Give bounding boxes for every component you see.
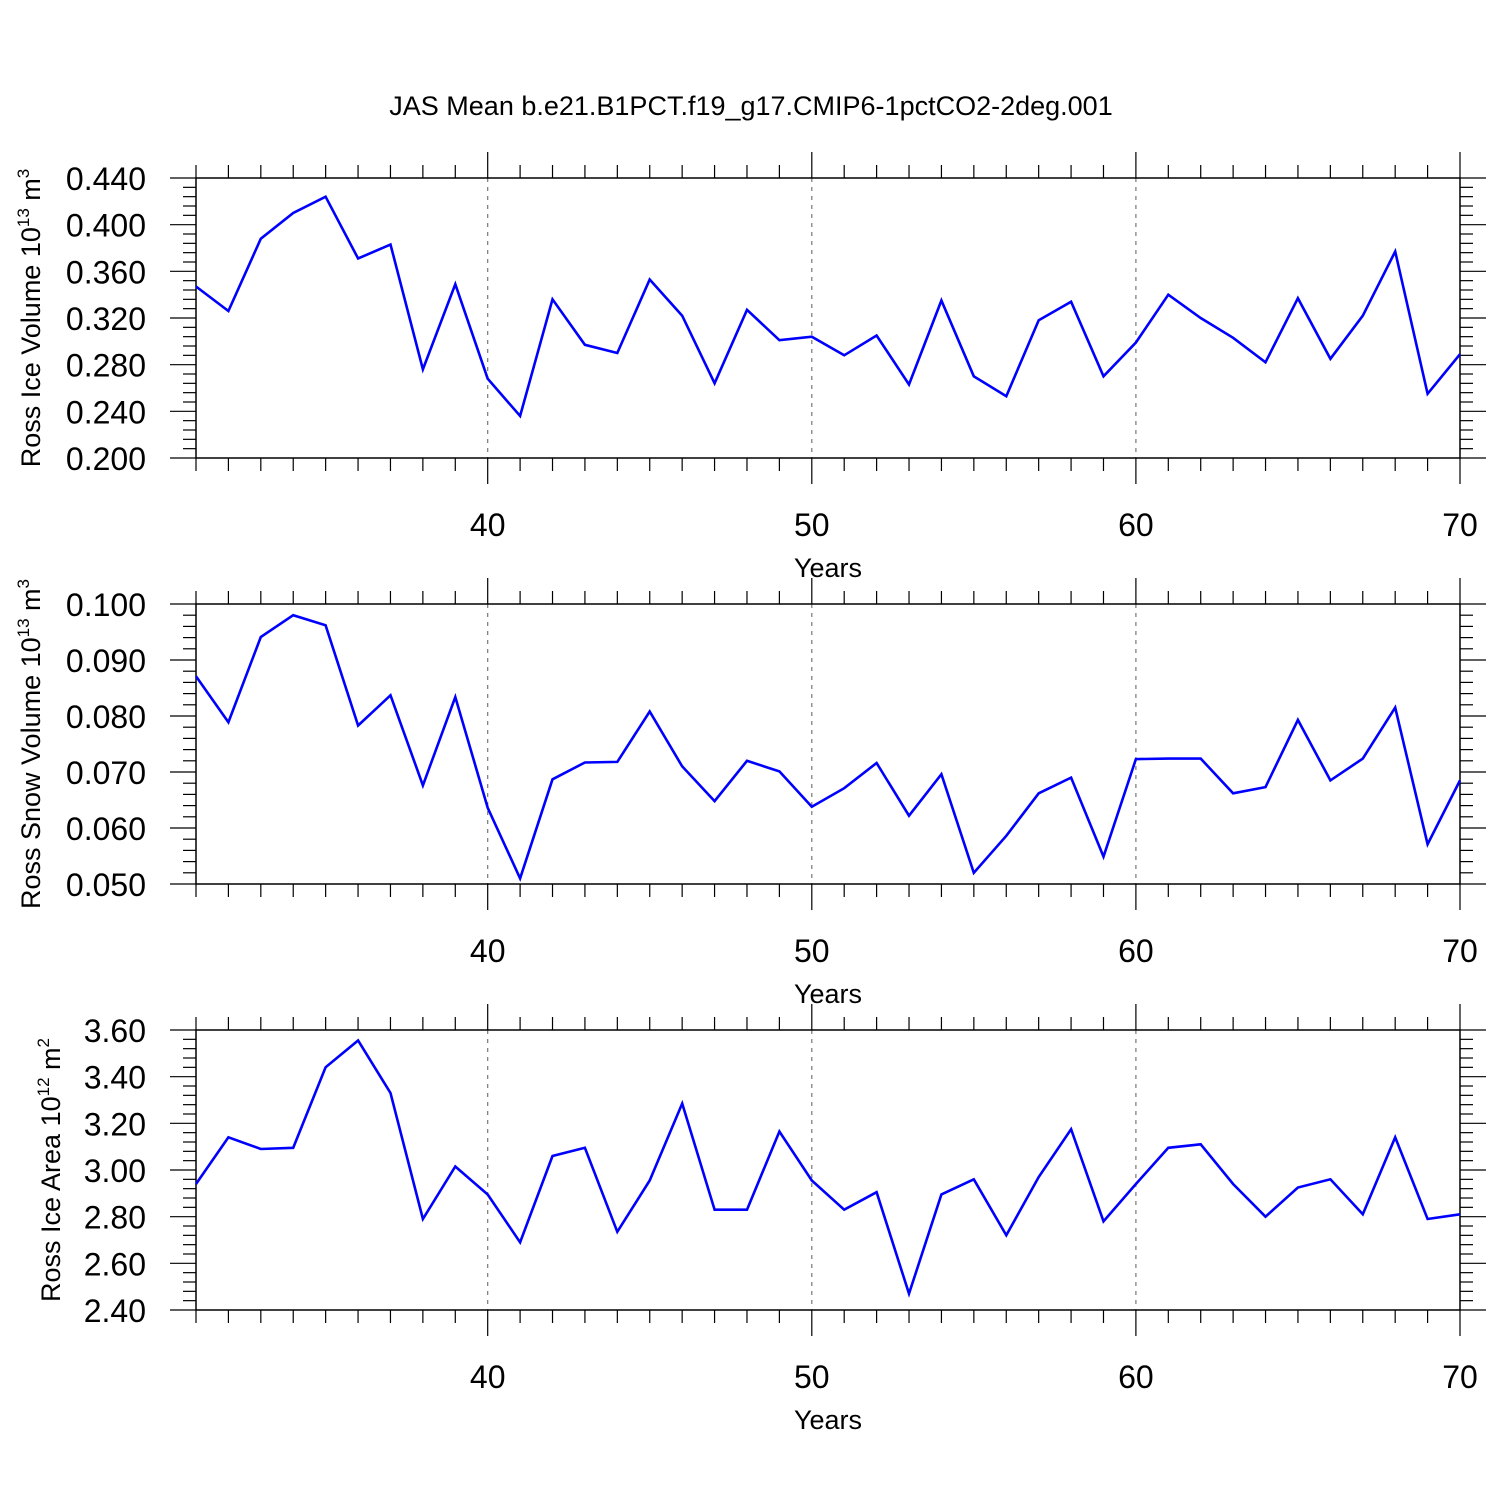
panel-ross-ice-volume: Ross Ice Volume 1013 m3 Years 40 50 60 70 0.…	[14, 152, 1486, 583]
x-tick-label: 40	[470, 1359, 506, 1395]
y-tick-label: 0.080	[66, 699, 146, 735]
y-tick-label: 3.60	[84, 1013, 146, 1049]
y-axis-label-unit: m	[16, 588, 46, 618]
y-tick-label: 0.050	[66, 867, 146, 903]
series-line	[194, 613, 1462, 882]
y-tick-label: 3.00	[84, 1153, 146, 1189]
y-tick-label: 0.400	[66, 208, 146, 244]
y-axis-label-exponent: 13	[14, 208, 33, 227]
x-tick-label: 70	[1442, 933, 1478, 969]
x-tick-label: 60	[1118, 933, 1154, 969]
y-tick-label: 0.070	[66, 755, 146, 791]
y-tick-label: 2.40	[84, 1293, 146, 1329]
y-tick-label: 3.40	[84, 1060, 146, 1096]
x-tick-label: 40	[470, 507, 506, 543]
x-tick-label: 50	[794, 933, 830, 969]
x-axis-label: Years	[794, 1405, 862, 1435]
y-axis-label: Ross Snow Volume 1013 m3	[14, 579, 46, 909]
y-tick-label: 3.20	[84, 1106, 146, 1142]
panel-ross-snow-volume: Ross Snow Volume 1013 m3 Years 40 50 60 70 0…	[14, 578, 1486, 1009]
y-axis-label-unit-exponent: 2	[34, 1038, 53, 1047]
x-tick-label: 50	[794, 507, 830, 543]
y-axis-label-exponent: 12	[34, 1077, 53, 1096]
y-tick-label: 0.360	[66, 254, 146, 290]
y-axis-label-unit: m	[36, 1047, 66, 1077]
y-axis-label-text: Ross Ice Area 10	[36, 1096, 66, 1302]
y-axis-label: Ross Ice Area 1012 m2	[34, 1038, 66, 1302]
y-tick-label: 0.320	[66, 301, 146, 337]
x-tick-label: 60	[1118, 507, 1154, 543]
y-tick-label: 2.80	[84, 1200, 146, 1236]
y-tick-label: 0.240	[66, 394, 146, 430]
y-tick-label: 0.090	[66, 643, 146, 679]
series-line	[194, 1038, 1461, 1298]
x-tick-label: 50	[794, 1359, 830, 1395]
y-tick-label: 2.60	[84, 1246, 146, 1282]
y-axis-label-text: Ross Ice Volume 10	[16, 227, 46, 467]
y-axis-label: Ross Ice Volume 1013 m3	[14, 169, 46, 468]
x-tick-label: 60	[1118, 1359, 1154, 1395]
x-tick-label: 70	[1442, 507, 1478, 543]
x-tick-label: 70	[1442, 1359, 1478, 1395]
x-axis-label: Years	[794, 979, 862, 1009]
y-axis-label-unit-exponent: 3	[14, 579, 33, 588]
y-tick-label: 0.440	[66, 161, 146, 197]
y-axis-label-unit-exponent: 3	[14, 169, 33, 178]
series-line	[195, 194, 1462, 419]
y-axis-label-unit: m	[16, 178, 46, 208]
panel-ross-ice-area: Ross Ice Area 1012 m2 Years 40 50 60 70 2.40…	[34, 1004, 1486, 1435]
y-tick-label: 0.200	[66, 441, 146, 477]
y-axis-label-exponent: 13	[14, 618, 33, 637]
y-tick-label: 0.060	[66, 811, 146, 847]
plot-frame	[195, 603, 1461, 885]
x-axis-label: Years	[794, 553, 862, 583]
y-tick-label: 0.280	[66, 348, 146, 384]
y-tick-label: 0.100	[66, 587, 146, 623]
figure-title: JAS Mean b.e21.B1PCT.f19_g17.CMIP6-1pctC…	[389, 91, 1112, 121]
x-tick-label: 40	[470, 933, 506, 969]
y-axis-label-text: Ross Snow Volume 10	[16, 637, 46, 909]
